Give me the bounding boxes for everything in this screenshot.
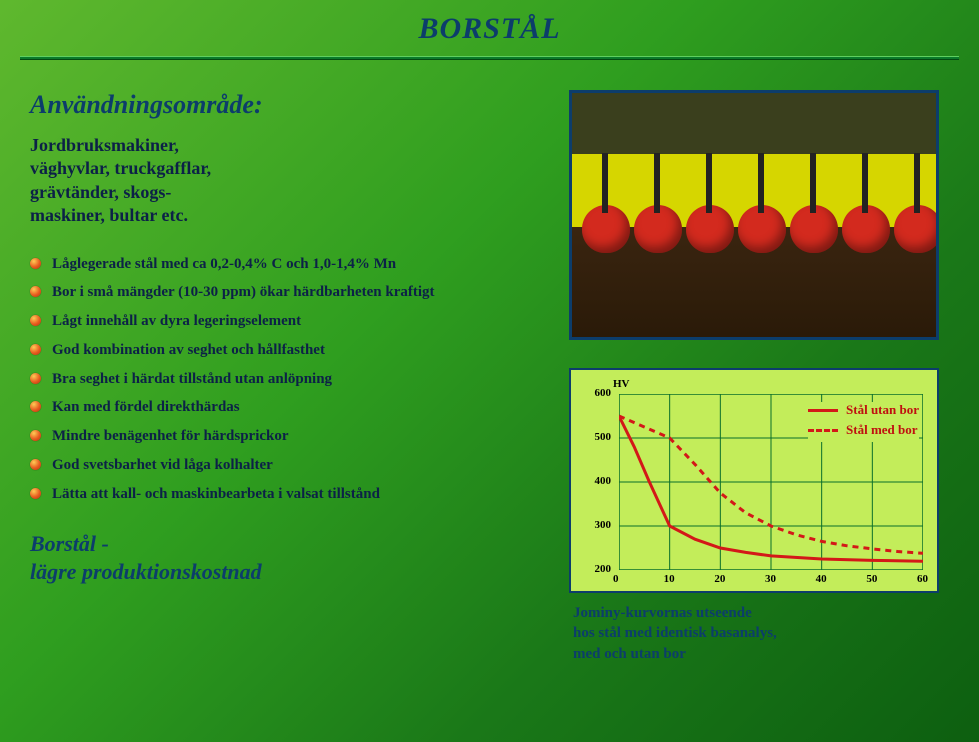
arm-icon <box>706 153 712 213</box>
machinery-photo <box>569 90 939 340</box>
right-column: HV Stål utan bor Stål med bor 2003004005… <box>569 90 959 664</box>
arm-icon <box>654 153 660 213</box>
arm-icon <box>758 153 764 213</box>
header: BORSTÅL <box>0 0 979 60</box>
chart-x-tick-label: 0 <box>613 573 619 585</box>
bullet-item: Bra seghet i härdat tillstånd utan anlöp… <box>30 365 559 394</box>
arm-icon <box>602 153 608 213</box>
legend-label-dashed: Stål med bor <box>846 422 918 438</box>
chart-y-tick-label: 300 <box>585 519 611 531</box>
chart-legend: Stål utan bor Stål med bor <box>808 402 919 442</box>
legend-dashed-icon <box>808 429 838 432</box>
machinery-illustration <box>572 163 936 253</box>
legend-label-solid: Stål utan bor <box>846 402 919 418</box>
page-title: BORSTÅL <box>0 12 979 46</box>
bullet-item: Kan med fördel direkthärdas <box>30 393 559 422</box>
bullet-list: Låglegerade stål med ca 0,2-0,4% C och 1… <box>30 250 559 509</box>
bullet-item: God kombination av seghet och hållfasthe… <box>30 336 559 365</box>
bullet-item: Lätta att kall- och maskinbearbeta i val… <box>30 480 559 509</box>
legend-row-solid: Stål utan bor <box>808 402 919 418</box>
chart-y-tick-label: 500 <box>585 431 611 443</box>
arm-icon <box>914 153 920 213</box>
bullet-item: Mindre benägenhet för härdsprickor <box>30 422 559 451</box>
chart-x-tick-label: 10 <box>664 573 675 585</box>
bullet-item: Bor i små mängder (10-30 ppm) ökar härdb… <box>30 278 559 307</box>
footer-heading: Borstål -lägre produktionskostnad <box>30 530 559 585</box>
arm-icon <box>862 153 868 213</box>
intro-text: Jordbruksmakiner,väghyvlar, truckgafflar… <box>30 134 559 228</box>
chart-x-tick-label: 40 <box>816 573 827 585</box>
legend-row-dashed: Stål med bor <box>808 422 919 438</box>
bullet-item: God svetsbarhet vid låga kolhalter <box>30 451 559 480</box>
chart-x-tick-label: 50 <box>866 573 877 585</box>
arm-icon <box>810 153 816 213</box>
legend-solid-icon <box>808 409 838 412</box>
chart-x-tick-label: 60 <box>917 573 928 585</box>
chart-x-tick-label: 30 <box>765 573 776 585</box>
content-area: Användningsområde: Jordbruksmakiner,vägh… <box>0 60 979 664</box>
bullet-item: Lågt innehåll av dyra legeringselement <box>30 307 559 336</box>
section-heading: Användningsområde: <box>30 90 559 120</box>
chart-caption: Jominy-kurvornas utseendehos stål med id… <box>569 603 959 664</box>
chart-y-tick-label: 200 <box>585 563 611 575</box>
bullet-item: Låglegerade stål med ca 0,2-0,4% C och 1… <box>30 250 559 279</box>
chart-y-tick-label: 400 <box>585 475 611 487</box>
jominy-chart: HV Stål utan bor Stål med bor 2003004005… <box>569 368 939 593</box>
chart-y-tick-label: 600 <box>585 387 611 399</box>
chart-x-tick-label: 20 <box>714 573 725 585</box>
chart-y-axis-label: HV <box>613 378 630 390</box>
left-column: Användningsområde: Jordbruksmakiner,vägh… <box>30 90 569 664</box>
